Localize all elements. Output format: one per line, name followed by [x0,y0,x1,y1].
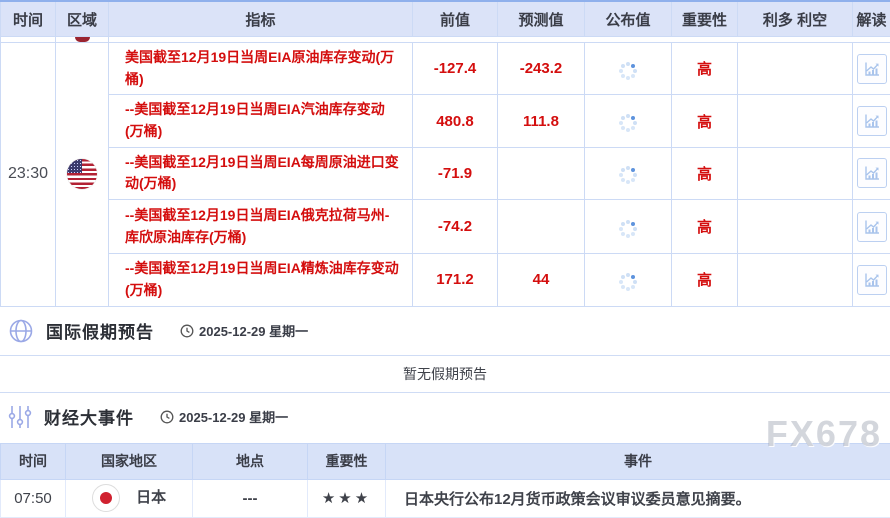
col-header-region: 区域 [56,1,109,37]
bull-bear-cell [738,95,853,147]
indicator-link[interactable]: --美国截至12月19日当周EIA精炼油库存变动(万桶) [109,254,413,306]
events-table: 时间 国家地区 地点 重要性 事件 07:50 日本 --- ★★★ 日本央行公… [0,443,890,518]
event-time: 23:30 [1,43,56,307]
previous-value: -71.9 [413,147,498,199]
forecast-value: -243.2 [498,43,585,95]
indicator-link[interactable]: --美国截至12月19日当周EIA俄克拉荷马州-库欣原油库存(万桶) [109,200,413,254]
col-header-published: 公布值 [585,1,672,37]
forecast-value: 44 [498,254,585,306]
table-header-row: 时间 区域 指标 前值 预测值 公布值 重要性 利多 利空 解读 [1,1,890,37]
interpret-cell [853,147,890,199]
region-cell [56,43,109,307]
published-cell [585,200,672,254]
indicator-link[interactable]: --美国截至12月19日当周EIA汽油库存变动(万桶) [109,95,413,147]
country-name: 日本 [136,489,166,506]
events-header-row: 时间 国家地区 地点 重要性 事件 [1,443,890,479]
chart-icon[interactable] [857,158,887,188]
col-header-importance: 重要性 [308,443,386,479]
col-header-bull-bear: 利多 利空 [738,1,853,37]
published-cell [585,254,672,306]
clock-icon [180,324,194,338]
no-holiday-notice: 暂无假期预告 [0,355,890,393]
table-row: --美国截至12月19日当周EIA俄克拉荷马州-库欣原油库存(万桶) -74.2… [1,200,890,254]
holiday-date-text: 2025-12-29 星期一 [199,321,308,340]
interpret-cell [853,200,890,254]
forecast-value [498,147,585,199]
col-header-previous: 前值 [413,1,498,37]
indicator-link[interactable]: --美国截至12月19日当周EIA每周原油进口变动(万桶) [109,147,413,199]
loading-spinner-icon [626,280,630,284]
forecast-value [498,200,585,254]
col-header-interpret: 解读 [853,1,890,37]
col-header-importance: 重要性 [672,1,738,37]
published-cell [585,95,672,147]
bull-bear-cell [738,254,853,306]
col-header-country: 国家地区 [66,443,193,479]
table-row: --美国截至12月19日当周EIA汽油库存变动(万桶) 480.8 111.8 … [1,95,890,147]
interpret-cell [853,254,890,306]
bull-bear-cell [738,147,853,199]
indicator-link[interactable]: 美国截至12月19日当周EIA原油库存变动(万桶) [109,43,413,95]
chart-icon[interactable] [857,54,887,84]
event-location: --- [193,479,308,517]
table-row: --美国截至12月19日当周EIA精炼油库存变动(万桶) 171.2 44 高 [1,254,890,306]
globe-icon [8,318,34,344]
col-header-location: 地点 [193,443,308,479]
clipped-flag-icon [75,37,90,42]
country-cell: 日本 [66,479,193,517]
previous-value: 480.8 [413,95,498,147]
previous-value: -74.2 [413,200,498,254]
importance-stars: ★★★ [308,479,386,517]
interpret-cell [853,95,890,147]
importance-value: 高 [672,95,738,147]
clock-icon [160,410,174,424]
chart-icon[interactable] [857,265,887,295]
bull-bear-cell [738,43,853,95]
loading-spinner-icon [626,227,630,231]
importance-value: 高 [672,254,738,306]
interpret-cell [853,43,890,95]
us-flag-icon [67,159,97,189]
published-cell [585,43,672,95]
events-date-text: 2025-12-29 星期一 [179,407,288,426]
published-cell [585,147,672,199]
events-section-date: 2025-12-29 星期一 [160,407,288,426]
events-section-title: 财经大事件 [44,404,134,429]
bull-bear-cell [738,200,853,254]
importance-value: 高 [672,43,738,95]
forecast-value: 111.8 [498,95,585,147]
events-section-header: 财经大事件 2025-12-29 星期一 [0,399,890,435]
japan-flag-icon [92,484,120,512]
col-header-time: 时间 [1,1,56,37]
event-row: 07:50 日本 --- ★★★ 日本央行公布12月货币政策会议审议委员意见摘要… [1,479,890,517]
previous-value: 171.2 [413,254,498,306]
table-row: --美国截至12月19日当周EIA每周原油进口变动(万桶) -71.9 高 [1,147,890,199]
sliders-icon [8,404,32,430]
chart-icon[interactable] [857,212,887,242]
importance-value: 高 [672,147,738,199]
holiday-section-date: 2025-12-29 星期一 [180,321,308,340]
loading-spinner-icon [626,121,630,125]
table-row: 23:30 美国截至12月19日当周EIA原油库存变动(万桶) -127.4 -… [1,43,890,95]
chart-icon[interactable] [857,106,887,136]
loading-spinner-icon [626,173,630,177]
holiday-section-title: 国际假期预告 [46,318,154,343]
holiday-section-header: 国际假期预告 2025-12-29 星期一 [0,313,890,349]
economic-data-table: 时间 区域 指标 前值 预测值 公布值 重要性 利多 利空 解读 23:30 美… [0,0,890,307]
col-header-event: 事件 [386,443,890,479]
loading-spinner-icon [626,69,630,73]
importance-value: 高 [672,200,738,254]
col-header-indicator: 指标 [109,1,413,37]
col-header-forecast: 预测值 [498,1,585,37]
event-description-link[interactable]: 日本央行公布12月货币政策会议审议委员意见摘要。 [386,479,890,517]
previous-value: -127.4 [413,43,498,95]
col-header-time: 时间 [1,443,66,479]
event-time: 07:50 [1,479,66,517]
